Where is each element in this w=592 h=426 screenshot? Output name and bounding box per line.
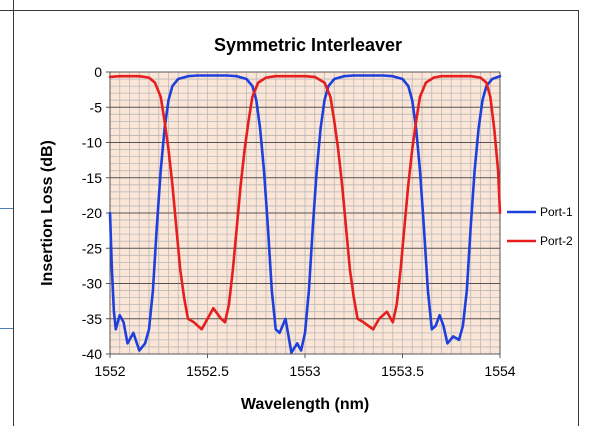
- x-tick-label: 1553: [289, 363, 320, 379]
- legend: Port-1 Port-2: [507, 205, 573, 248]
- y-tick-label: -20: [82, 205, 102, 221]
- y-tick-label: -10: [82, 135, 102, 151]
- x-tick-label: 1552: [94, 363, 125, 379]
- series-line-port-1: [108, 74, 502, 354]
- gridlines: [110, 72, 500, 354]
- x-axis-label: Wavelength (nm): [241, 396, 369, 413]
- y-tick-label: -15: [82, 170, 102, 186]
- right-window-border: [578, 10, 579, 426]
- y-axis-label: Insertion Loss (dB): [39, 140, 56, 286]
- x-tick-label: 1553.5: [381, 363, 424, 379]
- left-window-border: [13, 0, 14, 426]
- legend-label-port-2: Port-2: [540, 234, 573, 248]
- left-connector-mark-lower: [0, 328, 13, 329]
- y-tick-label: -5: [90, 99, 103, 115]
- y-tick-label: 0: [94, 64, 102, 80]
- left-connector-mark-upper: [0, 208, 13, 209]
- y-tick-label: -30: [82, 276, 102, 292]
- y-tick-label: -25: [82, 240, 102, 256]
- y-tick-label: -35: [82, 311, 102, 327]
- legend-label-port-1: Port-1: [540, 205, 573, 219]
- x-tick-label: 1554: [484, 363, 515, 379]
- y-tick-label: -40: [82, 346, 102, 362]
- top-window-border: [0, 10, 578, 11]
- data-series: [108, 74, 502, 354]
- series-line-port-2: [108, 74, 502, 331]
- x-tick-label: 1552.5: [186, 363, 229, 379]
- chart-title: Symmetric Interleaver: [214, 35, 402, 55]
